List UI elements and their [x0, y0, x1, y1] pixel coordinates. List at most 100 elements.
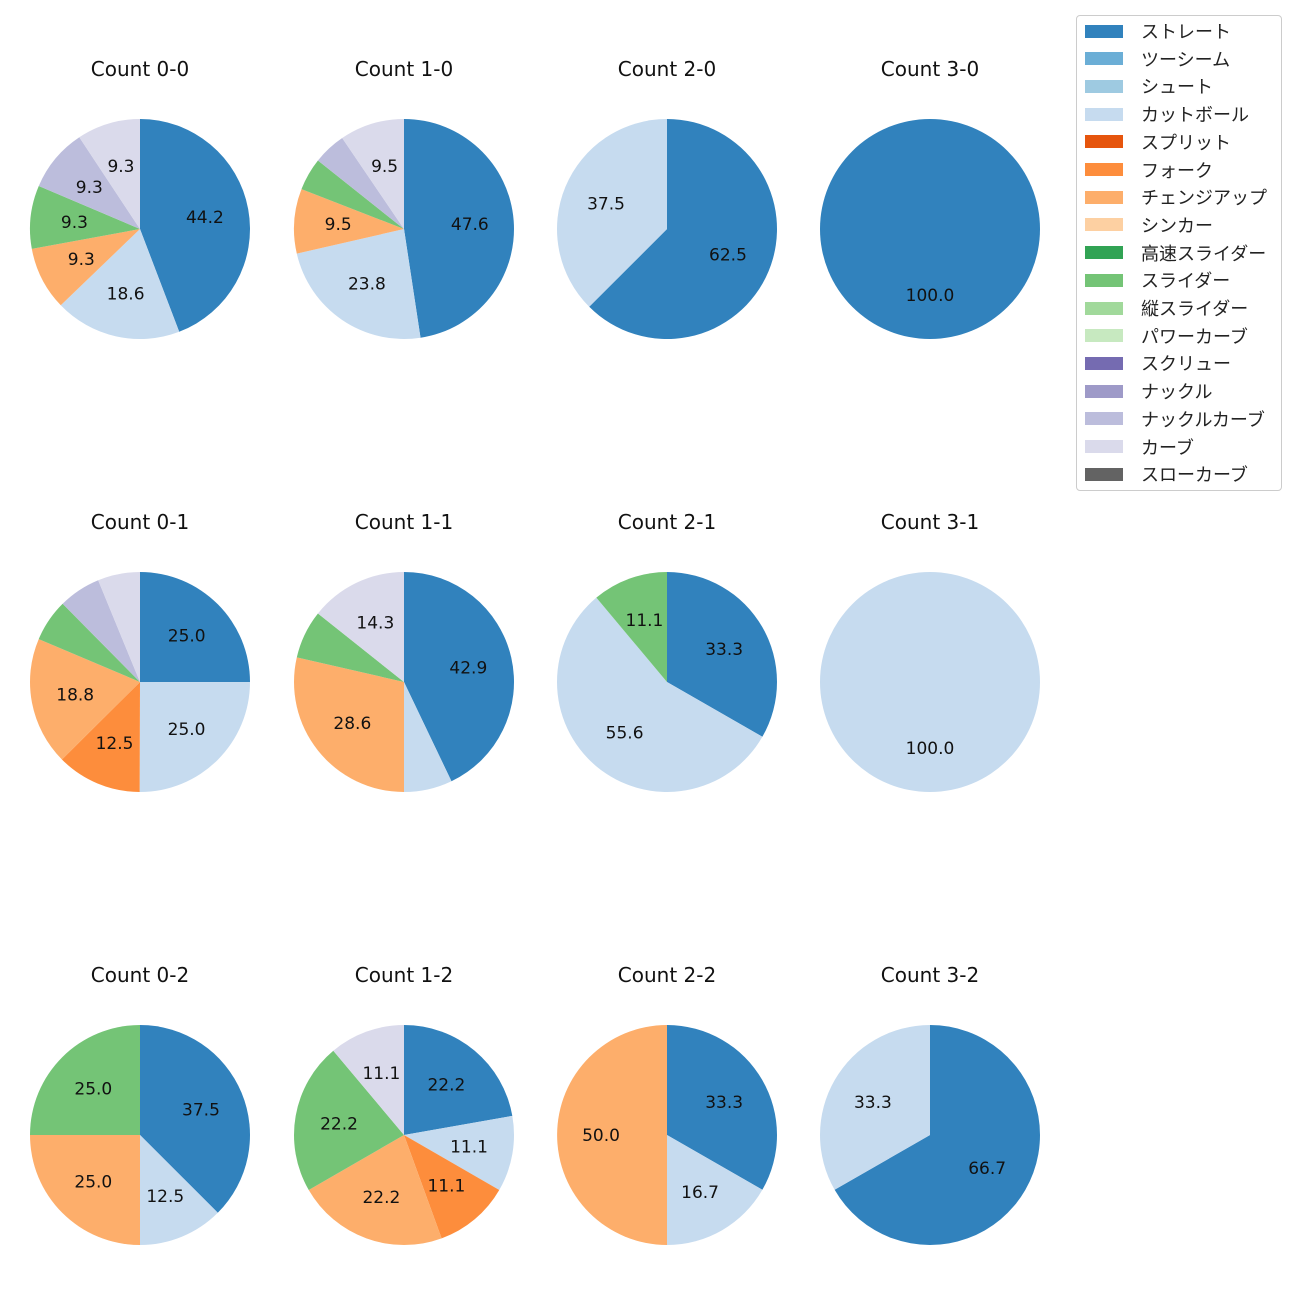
pie-slice-label: 14.3: [356, 614, 394, 634]
pie-slice-label: 11.1: [626, 611, 664, 631]
legend-item: チェンジアップ: [1085, 185, 1267, 209]
pie-slice: [667, 572, 777, 737]
legend-swatch: [1085, 107, 1123, 121]
legend-item: スクリュー: [1085, 351, 1231, 375]
pie-slice: [98, 572, 140, 682]
legend-label: シュート: [1141, 77, 1213, 99]
pie-slice: [820, 572, 1040, 792]
legend-label: ストレート: [1141, 22, 1231, 43]
pie-count-3-1: Count 3-1 100.0: [820, 510, 1040, 792]
legend-item: パワーカーブ: [1085, 324, 1248, 348]
pie-slice: [404, 1115, 514, 1190]
pie-slice-label: 25.0: [168, 720, 206, 740]
pie-slice: [60, 229, 180, 339]
pie-slice-label: 37.5: [182, 1101, 220, 1121]
legend-item: カーブ: [1085, 435, 1194, 459]
pie-slice: [589, 119, 778, 340]
pie-count-0-1: Count 0-1 25.0 25.0 12.5 18.8: [29, 510, 250, 792]
pie-slice: [667, 1025, 777, 1190]
legend-swatch: [1085, 24, 1123, 38]
legend-label: カーブ: [1141, 437, 1194, 459]
pie-slice-label: 37.5: [587, 195, 625, 215]
pie-slice: [140, 572, 250, 683]
pie-slice: [293, 189, 404, 254]
pie-count-2-2: Count 2-2 33.3 16.7 50.0: [557, 963, 777, 1245]
legend-swatch: [1085, 301, 1123, 315]
pie-slice: [333, 1025, 404, 1135]
pie-slice: [301, 160, 404, 229]
pie-slice-label: 62.5: [709, 245, 747, 265]
legend-label: スクリュー: [1141, 354, 1231, 376]
pie-slice: [30, 185, 141, 249]
pie-slice: [820, 119, 1040, 339]
pie-slice: [38, 603, 141, 682]
pie-slice-label: 18.6: [107, 284, 145, 304]
pie-slice-label: 9.5: [371, 157, 398, 177]
pie-title: Count 1-0: [355, 57, 453, 81]
pie-slice: [557, 1025, 667, 1245]
pie-slice-label: 16.7: [681, 1183, 719, 1203]
legend-swatch: [1085, 356, 1123, 370]
legend-swatch: [1085, 329, 1123, 343]
pie-slice-label: 33.3: [705, 1093, 743, 1113]
pie-slice-label: 9.3: [68, 250, 95, 270]
pie-slice-label: 23.8: [348, 275, 386, 295]
pie-slice: [140, 119, 251, 332]
pie-title: Count 0-0: [91, 57, 189, 81]
legend-label: ナックルカーブ: [1141, 409, 1265, 431]
legend-swatch: [1085, 135, 1123, 149]
pie-slice: [834, 1025, 1040, 1245]
legend-swatch: [1085, 246, 1123, 260]
pie-title: Count 3-0: [881, 57, 979, 81]
legend-item: ツーシーム: [1085, 47, 1230, 71]
pie-title: Count 2-2: [618, 963, 716, 987]
legend-label: スローカーブ: [1141, 465, 1248, 487]
legend-item: カットボール: [1085, 102, 1249, 126]
legend-swatch: [1085, 163, 1123, 176]
pie-slice: [61, 682, 140, 792]
pie-slice: [596, 572, 667, 682]
pie-slice-label: 12.5: [146, 1187, 184, 1207]
legend-label: スライダー: [1141, 271, 1231, 293]
pie-slice-label: 22.2: [427, 1075, 465, 1095]
pie-slice: [404, 572, 514, 782]
pie-slice: [820, 1025, 930, 1190]
pie-slice-label: 9.3: [76, 178, 103, 198]
pie-count-3-0: Count 3-0 100.0: [820, 57, 1040, 339]
pie-slice-label: 9.5: [325, 215, 352, 235]
pie-slice: [79, 119, 140, 229]
pie-slice-label: 18.8: [56, 685, 94, 705]
pie-slice: [29, 639, 140, 760]
legend-item: シュート: [1085, 74, 1213, 98]
pie-count-3-2: Count 3-2 66.7 33.3: [820, 963, 1040, 1245]
pie-slice: [62, 580, 140, 682]
pie-slice: [296, 229, 421, 339]
legend-swatch: [1085, 79, 1123, 93]
legend-swatch: [1085, 218, 1123, 232]
pie-slice-label: 25.0: [168, 626, 206, 646]
legend-item: スローカーブ: [1085, 462, 1248, 486]
legend-item: スプリット: [1085, 130, 1231, 154]
pie-title: Count 1-1: [355, 510, 453, 534]
pie-title: Count 0-1: [91, 510, 189, 534]
legend-swatch: [1085, 467, 1123, 481]
legend-swatch: [1085, 440, 1123, 453]
pie-slice-label: 44.2: [186, 208, 224, 228]
legend-swatch: [1085, 273, 1123, 287]
legend-item: 縦スライダー: [1085, 296, 1248, 320]
pie-slice: [404, 1135, 500, 1239]
pie-slice: [139, 682, 250, 792]
pie-count-1-2: Count 1-2 22.2 11.1 11.1 22.2 22.2 11.1: [294, 963, 514, 1245]
pie-slice-label: 55.6: [606, 724, 644, 744]
pie-count-0-0: Count 0-044.218.69.39.39.39.3: [30, 57, 251, 339]
pie-slice: [30, 1025, 140, 1135]
pie-slice-label: 33.3: [854, 1093, 892, 1113]
legend-label: ツーシーム: [1141, 49, 1231, 71]
pie-slice: [317, 138, 404, 229]
legend-label: カットボール: [1141, 105, 1249, 127]
pie-slice-label: 25.0: [74, 1173, 112, 1193]
pie-slice: [294, 1050, 404, 1190]
pie-slice-label: 100.0: [906, 739, 955, 759]
pie-slice-label: 25.0: [74, 1079, 112, 1099]
pie-slice: [140, 1025, 250, 1213]
